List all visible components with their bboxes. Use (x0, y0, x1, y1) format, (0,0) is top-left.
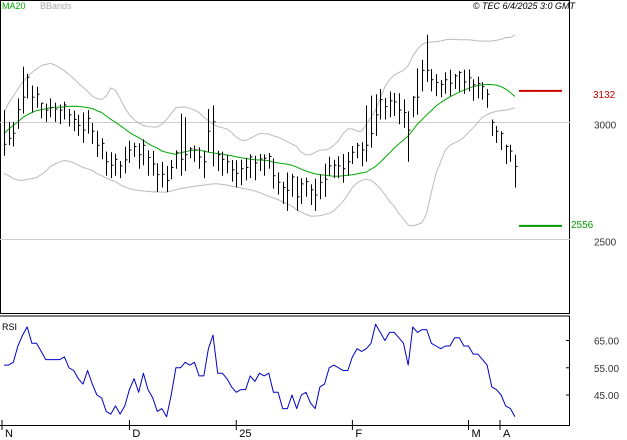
x-tick-label: N (5, 428, 13, 440)
rsi-tick-label: 55.00 (594, 364, 619, 375)
copyright-label: © TEC 6/4/2025 3:0 GMT (473, 1, 577, 11)
support-label: 2556 (571, 220, 594, 231)
rsi-tick-label: 45.00 (594, 391, 619, 402)
legend: MA20 BBands (2, 1, 72, 11)
x-tick-label: A (503, 428, 511, 440)
axis-ticks: 3000 2500 65.00 55.00 45.00 N D 25 F M A (1, 121, 619, 440)
ma20-series-line (3, 83, 516, 177)
support-resistance-levels (519, 89, 562, 227)
resistance-label: 3132 (593, 90, 616, 101)
x-tick-label: F (355, 428, 362, 440)
price-tick-label: 3000 (594, 121, 617, 132)
ma20-line (3, 83, 516, 177)
price-bars (4, 34, 518, 211)
rsi-line (4, 323, 516, 418)
x-tick-label: D (132, 428, 140, 440)
legend-ma20: MA20 (2, 1, 26, 11)
rsi-tick-label: 65.00 (594, 337, 619, 348)
x-tick-label: 25 (239, 428, 251, 440)
x-tick-label: M (472, 428, 481, 440)
bb-lower-line (3, 107, 516, 227)
grid-lines (0, 122, 570, 240)
bb-upper-line (3, 34, 516, 156)
price-tick-label: 2500 (594, 238, 617, 249)
legend-bbands: BBands (40, 1, 72, 11)
price-panel-frame (0, 0, 570, 314)
rsi-series-line (4, 323, 516, 418)
rsi-label: RSI (2, 322, 17, 332)
bollinger-bands (3, 34, 516, 227)
